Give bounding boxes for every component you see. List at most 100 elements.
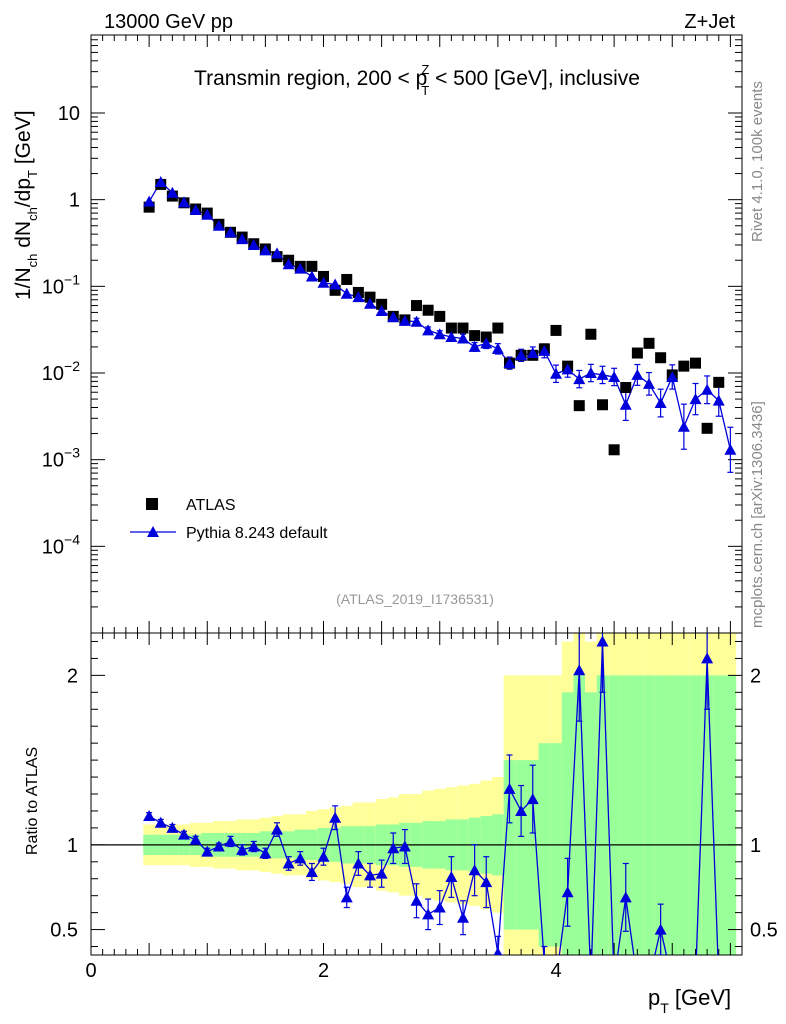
main-y-tick-label: 10−3 [42, 445, 80, 472]
ratio-pythia-point [561, 886, 574, 898]
pythia-point [398, 314, 411, 326]
atlas-point [608, 444, 620, 456]
main-y-tick-label: 1 [69, 190, 80, 212]
ratio-y-tick-label-right: 2 [750, 665, 761, 687]
pythia-point [154, 175, 167, 187]
ratio-pythia-point [387, 842, 400, 854]
pythia-point [724, 443, 737, 455]
ratio-pythia-point [271, 823, 283, 835]
atlas-point [411, 300, 422, 312]
pythia-point [329, 278, 342, 290]
atlas-point [306, 260, 318, 272]
pythia-point [677, 420, 690, 432]
ratio-band-green [643, 675, 655, 955]
ratio-pythia-point [573, 664, 586, 676]
atlas-point [585, 328, 597, 340]
ratio-pythia-point [212, 840, 225, 852]
pythia-point [631, 368, 644, 380]
pythia-point [701, 383, 714, 395]
rivet-label: Rivet 4.1.0, 100k events [749, 81, 766, 242]
ratio-pythia-point [596, 635, 609, 647]
ratio-pythia-point [294, 852, 307, 864]
x-tick-label: 0 [85, 960, 96, 982]
ratio-pythia-point [654, 923, 667, 935]
ratio-y-axis-label: Ratio to ATLAS [24, 747, 41, 855]
atlas-point [550, 324, 562, 336]
pythia-point [480, 337, 493, 349]
ratio-pythia-point [457, 911, 469, 923]
ratio-pythia-point [445, 871, 458, 883]
pythia-point [410, 315, 423, 327]
ratio-band-green [678, 675, 690, 955]
ratio-pythia-point [166, 821, 179, 833]
pythia-point [236, 233, 249, 245]
ratio-pythia-point [201, 845, 214, 857]
ratio-pythia-point [375, 867, 388, 879]
legend: ATLAS Pythia 8.243 default [130, 497, 328, 542]
ratio-pythia-point [259, 847, 272, 859]
pythia-point [526, 347, 539, 359]
header-left: 13000 GeV pp [104, 11, 233, 33]
pythia-point [457, 332, 469, 344]
atlas-point [655, 352, 667, 364]
legend-pythia-label: Pythia 8.243 default [186, 525, 328, 542]
pythia-point [550, 367, 562, 379]
pythia-point [387, 311, 400, 323]
mcplots-label: mcplots.cern.ch [arXiv:1306.3436] [749, 401, 766, 628]
ratio-pythia-point [515, 804, 528, 816]
ratio-axes: 0 2 4 0.5 0.5 1 1 2 2 [50, 632, 778, 982]
ratio-pythia-point [480, 876, 493, 888]
pythia-point [445, 331, 458, 343]
pythia-point [143, 195, 156, 207]
atlas-point [620, 382, 632, 394]
pythia-point [364, 297, 376, 309]
atlas-point [445, 322, 457, 334]
pythia-point [340, 287, 353, 299]
header-right: Z+Jet [684, 11, 735, 33]
atlas-point [422, 304, 434, 316]
pythia-point [282, 258, 295, 270]
pythia-point [247, 238, 260, 250]
pythia-point [375, 304, 388, 316]
ratio-band-green [608, 675, 620, 955]
atlas-point [376, 298, 388, 310]
ratio-y-tick-label: 2 [67, 665, 78, 687]
ratio-pythia-point [340, 891, 353, 903]
legend-pythia-marker [147, 526, 159, 537]
ratio-y-tick-label-right: 1 [750, 835, 761, 857]
ratio-band-green [689, 675, 702, 955]
pythia-point [643, 377, 655, 389]
ratio-pythia-point [364, 869, 376, 881]
pythia-point [619, 398, 632, 410]
ratio-pythia-point [352, 857, 365, 869]
pythia-point [201, 208, 214, 220]
ratio-pythia-point [317, 850, 330, 862]
atlas-point [434, 310, 446, 322]
main-frame [90, 34, 743, 634]
ratio-pythia-point [189, 833, 202, 845]
pythia-point [189, 203, 202, 215]
ratio-data [143, 633, 719, 955]
main-y-tick-label: 10 [58, 103, 80, 125]
x-axis-label: pT [GeV] [648, 985, 731, 1016]
x-tick-label: 4 [550, 960, 561, 982]
ratio-pythia-point [398, 840, 411, 852]
ratio-band-green [666, 675, 679, 955]
analysis-id: (ATLAS_2019_I1736531) [336, 591, 494, 607]
ratio-band-green [585, 692, 597, 955]
ratio-pythia-point [433, 901, 446, 913]
main-data [143, 175, 737, 473]
pythia-point [608, 370, 621, 382]
ratio-band-green [573, 675, 586, 955]
ratio-band-green [631, 675, 644, 955]
main-axes: 10 1 10−1 10−2 10−3 10−4 [42, 34, 743, 634]
ratio-band-green [724, 675, 737, 955]
main-y-tick-label: 10−2 [42, 358, 80, 385]
pythia-point [712, 394, 725, 406]
ratio-clipped-group [143, 633, 719, 955]
pythia-point [433, 328, 446, 340]
ratio-pythia-point [236, 843, 249, 855]
pythia-point [689, 393, 702, 405]
ratio-band-green [654, 675, 667, 955]
pythia-point [166, 186, 179, 198]
